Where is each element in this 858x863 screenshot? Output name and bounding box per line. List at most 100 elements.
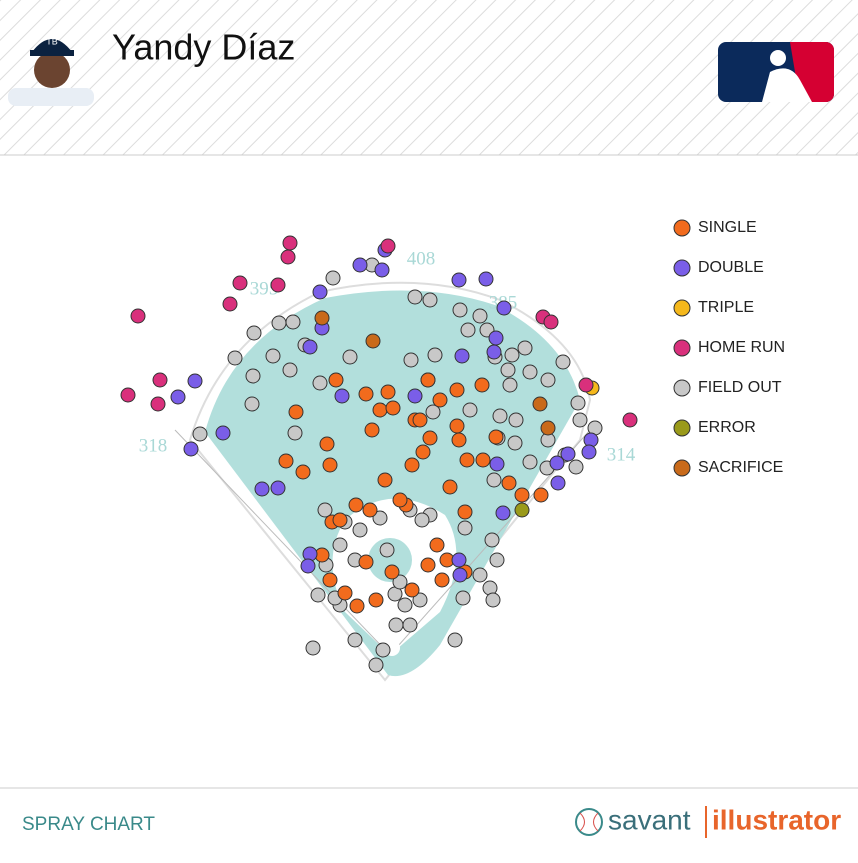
- hit-point: [514, 502, 530, 518]
- legend-swatch: [673, 219, 691, 237]
- hit-point: [352, 257, 368, 273]
- hit-point: [532, 396, 548, 412]
- hit-point: [287, 425, 303, 441]
- hit-point: [422, 292, 438, 308]
- hit-point: [372, 510, 388, 526]
- hit-point: [215, 425, 231, 441]
- hit-point: [342, 349, 358, 365]
- hit-point: [543, 314, 559, 330]
- hit-point: [454, 348, 470, 364]
- hit-point: [568, 459, 584, 475]
- hit-point: [265, 348, 281, 364]
- hit-point: [375, 642, 391, 658]
- hit-point: [485, 592, 501, 608]
- hit-point: [372, 402, 388, 418]
- hit-point: [472, 308, 488, 324]
- hit-point: [244, 396, 260, 412]
- hit-point: [312, 284, 328, 300]
- hit-point: [457, 504, 473, 520]
- legend-swatch: [673, 259, 691, 277]
- hit-point: [486, 344, 502, 360]
- hit-point: [420, 372, 436, 388]
- hit-point: [451, 272, 467, 288]
- hit-point: [232, 275, 248, 291]
- hit-point: [379, 542, 395, 558]
- header-background: [0, 0, 858, 155]
- hit-point: [120, 387, 136, 403]
- legend-label: DOUBLE: [698, 259, 764, 276]
- hit-point: [504, 347, 520, 363]
- hit-point: [495, 505, 511, 521]
- hit-point: [449, 382, 465, 398]
- hit-point: [278, 453, 294, 469]
- hit-point: [325, 270, 341, 286]
- fence-distance: 314: [607, 444, 636, 465]
- hit-point: [455, 590, 471, 606]
- hit-point: [337, 585, 353, 601]
- hit-point: [317, 502, 333, 518]
- hit-point: [300, 558, 316, 574]
- brand-illustrator: illustrator: [712, 804, 841, 835]
- legend-label: SINGLE: [698, 219, 757, 236]
- hit-point: [474, 377, 490, 393]
- hit-point: [578, 377, 594, 393]
- hit-point: [404, 582, 420, 598]
- hit-point: [397, 597, 413, 613]
- fence-distance: 318: [139, 435, 168, 456]
- hit-point: [429, 537, 445, 553]
- hit-point: [349, 598, 365, 614]
- hit-point: [412, 592, 428, 608]
- hit-point: [462, 402, 478, 418]
- hit-point: [540, 372, 556, 388]
- legend-label: FIELD OUT: [698, 379, 782, 396]
- hit-point: [358, 554, 374, 570]
- hit-point: [533, 487, 549, 503]
- legend-label: TRIPLE: [698, 299, 754, 316]
- hit-point: [302, 339, 318, 355]
- hit-point: [227, 350, 243, 366]
- hit-point: [365, 333, 381, 349]
- hit-point: [362, 502, 378, 518]
- hit-point: [425, 404, 441, 420]
- legend-label: HOME RUN: [698, 339, 785, 356]
- hit-point: [334, 388, 350, 404]
- hit-point: [517, 340, 533, 356]
- hit-point: [403, 352, 419, 368]
- hit-point: [407, 289, 423, 305]
- hit-point: [385, 400, 401, 416]
- hit-point: [332, 512, 348, 528]
- hit-point: [581, 444, 597, 460]
- hit-point: [478, 271, 494, 287]
- legend-swatch: [673, 419, 691, 437]
- hit-point: [271, 315, 287, 331]
- savant-ball: [575, 808, 603, 836]
- player-name: Yandy Díaz: [112, 27, 295, 68]
- legend-swatch: [673, 379, 691, 397]
- hit-point: [282, 235, 298, 251]
- hit-point: [285, 314, 301, 330]
- hit-point: [222, 296, 238, 312]
- hit-point: [432, 392, 448, 408]
- legend-label: ERROR: [698, 419, 756, 436]
- hit-point: [192, 426, 208, 442]
- hit-point: [472, 567, 488, 583]
- hit-point: [245, 368, 261, 384]
- hit-point: [489, 456, 505, 472]
- hit-point: [384, 564, 400, 580]
- hit-point: [352, 522, 368, 538]
- hit-point: [368, 657, 384, 673]
- hit-point: [549, 455, 565, 471]
- hit-point: [500, 362, 516, 378]
- hit-point: [328, 372, 344, 388]
- hit-point: [459, 452, 475, 468]
- hit-point: [270, 480, 286, 496]
- hit-point: [187, 373, 203, 389]
- hit-point: [358, 386, 374, 402]
- hit-point: [288, 404, 304, 420]
- hit-point: [310, 587, 326, 603]
- mlb-logo: [718, 42, 834, 102]
- hit-point: [254, 481, 270, 497]
- hit-point: [388, 617, 404, 633]
- hit-point: [392, 574, 408, 590]
